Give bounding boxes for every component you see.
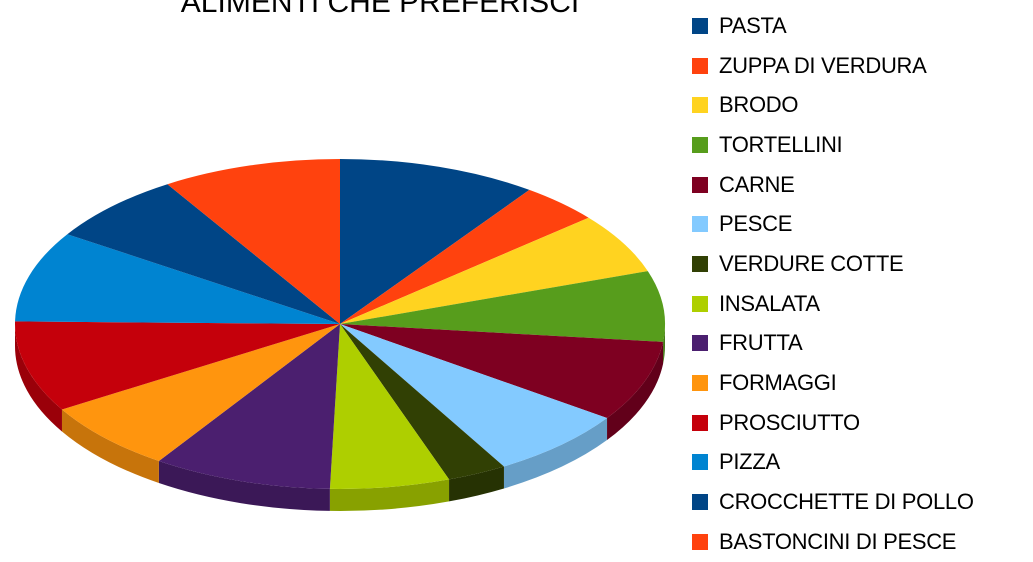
legend-item: PROSCIUTTO — [692, 403, 974, 443]
legend-label: PESCE — [719, 211, 793, 237]
pie-slice-insalata — [329, 324, 450, 490]
legend-swatch — [692, 335, 708, 352]
legend-label: BASTONCINI DI PESCE — [719, 528, 957, 554]
pie-slice-verdure-cotte — [340, 324, 504, 480]
legend-swatch — [692, 414, 708, 431]
legend-item: ZUPPA DI VERDURA — [692, 46, 974, 86]
legend-label: TORTELLINI — [719, 131, 843, 157]
legend-swatch — [692, 17, 708, 34]
pie-slice-pizza — [15, 234, 340, 324]
chart-title: ALIMENTI CHE PREFERISCI — [180, 0, 580, 19]
legend: PASTA ZUPPA DI VERDURA BRODO TORTELLINI CARN… — [692, 6, 974, 562]
legend-item: PASTA — [692, 6, 974, 46]
pie-side-frutta — [158, 461, 330, 511]
pie-side-verdure-cotte — [449, 466, 504, 502]
legend-label: CARNE — [719, 171, 795, 197]
pie-slice-pasta — [340, 159, 530, 324]
legend-swatch — [692, 97, 708, 114]
pie-slice-brodo — [340, 217, 648, 324]
legend-item: INSALATA — [692, 284, 974, 324]
pie-slice-formaggi — [61, 324, 340, 462]
pie-slice-tortellini — [340, 271, 665, 342]
legend-item: TORTELLINI — [692, 125, 974, 165]
legend-item: BRODO — [692, 85, 974, 125]
legend-label: PROSCIUTTO — [719, 409, 860, 435]
legend-item: CARNE — [692, 165, 974, 205]
legend-label: PIZZA — [719, 449, 780, 475]
legend-label: VERDURE COTTE — [719, 250, 904, 276]
legend-label: PASTA — [719, 12, 787, 38]
legend-item: VERDURE COTTE — [692, 244, 974, 284]
legend-swatch — [692, 533, 708, 550]
pie-plot — [15, 159, 665, 511]
legend-swatch — [692, 295, 708, 312]
pie-side-carne — [607, 341, 664, 441]
legend-label: CROCCHETTE DI POLLO — [719, 489, 974, 515]
legend-label: ZUPPA DI VERDURA — [719, 52, 927, 78]
pie-side-formaggi — [61, 409, 159, 484]
pie-side-prosciutto — [15, 324, 62, 432]
pie-side-tortellini — [663, 324, 665, 364]
legend-swatch — [692, 216, 708, 233]
legend-swatch — [692, 57, 708, 74]
pie-slice-carne — [340, 324, 664, 419]
legend-swatch — [692, 255, 708, 272]
legend-item: PIZZA — [692, 443, 974, 483]
pie-slice-bastoncini-di-pesce — [167, 159, 340, 324]
pie-side-pesce — [503, 418, 608, 489]
legend-label: FORMAGGI — [719, 370, 837, 396]
pie-slice-prosciutto — [15, 321, 341, 410]
legend-swatch — [692, 454, 708, 471]
legend-item: FORMAGGI — [692, 363, 974, 403]
pie-slice-crocchette-di-pollo — [67, 184, 341, 324]
legend-label: FRUTTA — [719, 330, 803, 356]
legend-swatch — [692, 176, 708, 193]
legend-swatch — [692, 375, 708, 392]
legend-item: CROCCHETTE DI POLLO — [692, 482, 974, 522]
legend-item: BASTONCINI DI PESCE — [692, 522, 974, 562]
pie-slice-frutta — [158, 324, 340, 489]
legend-item: PESCE — [692, 204, 974, 244]
pie-slice-zuppa-di-verdura — [340, 189, 589, 324]
legend-label: INSALATA — [719, 290, 820, 316]
legend-label: BRODO — [719, 92, 799, 118]
pie-slice-pesce — [340, 324, 608, 467]
legend-swatch — [692, 494, 708, 511]
pie-side-insalata — [329, 479, 450, 511]
legend-item: FRUTTA — [692, 324, 974, 364]
legend-swatch — [692, 136, 708, 153]
